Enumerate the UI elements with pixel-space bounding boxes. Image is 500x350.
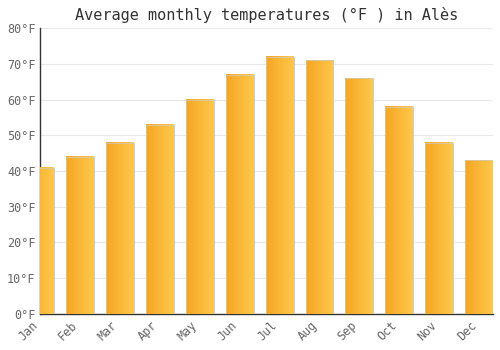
Bar [26,168,54,314]
Bar [226,75,254,314]
Bar [66,157,94,314]
Bar [266,57,293,314]
Bar [425,142,453,314]
Bar [266,57,293,314]
Bar [465,160,493,314]
Bar [106,142,134,314]
Bar [106,142,134,314]
Bar [386,107,413,314]
Bar [66,157,94,314]
Bar [386,107,413,314]
Bar [186,100,214,314]
Bar [346,78,374,314]
Bar [26,168,54,314]
Bar [306,61,334,314]
Bar [306,61,334,314]
Bar [186,100,214,314]
Bar [465,160,493,314]
Bar [346,78,374,314]
Bar [146,125,174,314]
Bar [226,75,254,314]
Bar [425,142,453,314]
Bar [146,125,174,314]
Title: Average monthly temperatures (°F ) in Alès: Average monthly temperatures (°F ) in Al… [75,7,458,23]
